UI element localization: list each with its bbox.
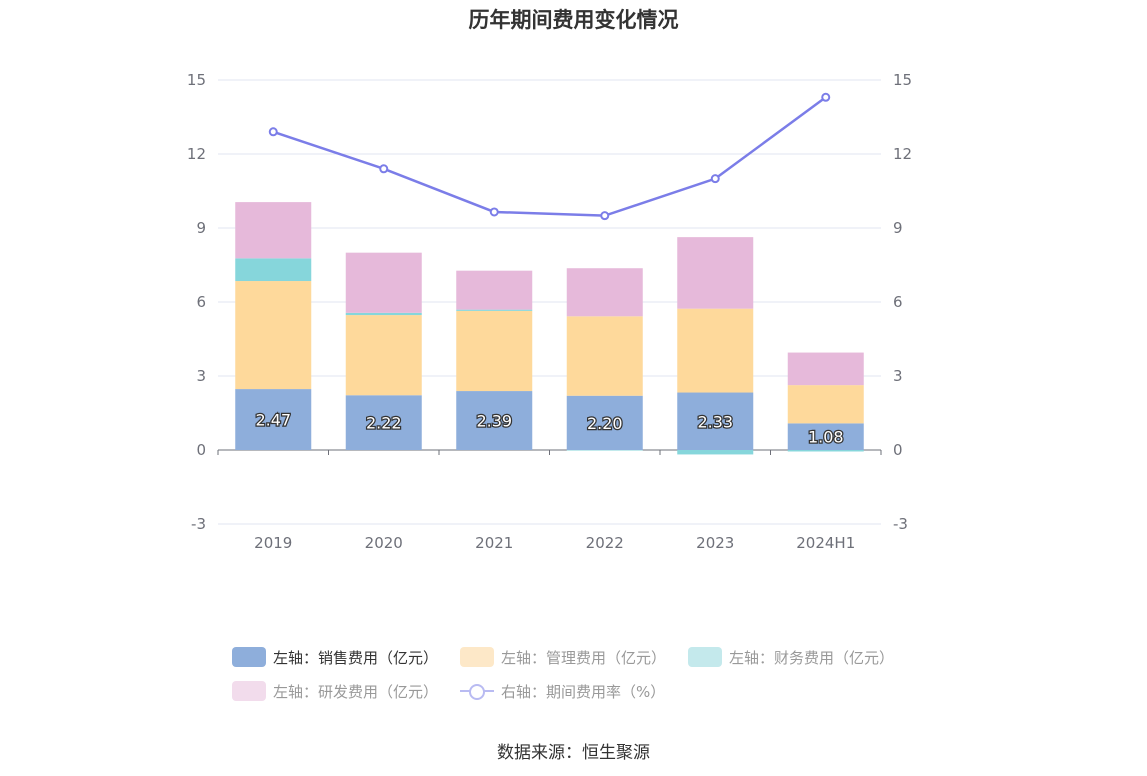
legend-item-admin[interactable]: 左轴：管理费用（亿元） — [460, 647, 666, 668]
data-label: 2.39 — [476, 412, 512, 431]
legend-label-finance: 左轴：财务费用（亿元） — [729, 648, 895, 667]
y-left-tick-label: 3 — [196, 367, 206, 385]
data-label: 2.22 — [366, 414, 402, 433]
legend-swatch-admin — [460, 647, 495, 667]
bar-segment-0 — [456, 391, 533, 450]
legend-label-rnd: 左轴：研发费用（亿元） — [273, 682, 439, 701]
bar-segment-0 — [345, 395, 422, 450]
y-left-tick-label: 9 — [196, 219, 206, 237]
bar-segment-1 — [235, 281, 312, 390]
line-point — [821, 92, 831, 102]
legend-item-sales[interactable]: 左轴：销售费用（亿元） — [232, 647, 438, 668]
line-point — [489, 207, 499, 217]
y-left-tick-label: -3 — [191, 515, 206, 533]
chart-title: 历年期间费用变化情况 — [468, 8, 679, 32]
x-tick-label: 2021 — [475, 534, 513, 552]
bar-segment-3 — [345, 252, 422, 313]
bar-segment-3 — [566, 268, 643, 317]
y-right-tick-label: 3 — [893, 367, 903, 385]
data-source: 数据来源：恒生聚源 — [497, 743, 650, 763]
x-tick-label: 2020 — [365, 534, 403, 552]
bar-segment-2 — [345, 312, 422, 316]
bar-segment-3 — [456, 270, 533, 310]
bar-segment-0 — [677, 392, 754, 450]
legend-row-1: 左轴：销售费用（亿元） 左轴：管理费用（亿元） 左轴：财务费用（亿元） — [232, 640, 932, 674]
y-right-tick-label: -3 — [893, 515, 908, 533]
legend-swatch-finance — [688, 647, 723, 667]
combo-chart: -3 0 3 6 9 12 15 -3 0 3 6 9 12 15 2019 2.47 2020 2.22 2021… — [187, 71, 912, 552]
line-point — [710, 174, 720, 184]
bar-segment-3 — [235, 202, 312, 259]
data-label: 1.08 — [808, 428, 844, 447]
bar-segment-3 — [787, 352, 864, 386]
bar-segment-0 — [235, 389, 312, 450]
line-point — [379, 164, 389, 174]
bar-segment-2 — [677, 450, 754, 455]
legend: 左轴：销售费用（亿元） 左轴：管理费用（亿元） 左轴：财务费用（亿元） 左轴：研… — [232, 640, 932, 708]
y-right-tick-label: 9 — [893, 219, 903, 237]
legend-item-finance[interactable]: 左轴：财务费用（亿元） — [688, 647, 894, 668]
data-label: 2.20 — [587, 414, 623, 433]
legend-item-expense-rate[interactable]: 右轴：期间费用率（%） — [460, 681, 665, 702]
y-right-tick-label: 0 — [893, 441, 903, 459]
bar-segment-0 — [566, 395, 643, 450]
legend-item-rnd[interactable]: 左轴：研发费用（亿元） — [232, 681, 438, 702]
y-right-tick-label: 12 — [893, 145, 912, 163]
x-tick-label: 2022 — [586, 534, 624, 552]
expense-rate-line — [272, 96, 827, 217]
bar-segment-0 — [787, 423, 864, 450]
legend-label-sales: 左轴：销售费用（亿元） — [273, 648, 439, 667]
bar-segment-1 — [456, 310, 533, 392]
legend-row-2: 左轴：研发费用（亿元） 右轴：期间费用率（%） — [232, 674, 932, 708]
y-left-tick-label: 12 — [187, 145, 206, 163]
legend-label-admin: 左轴：管理费用（亿元） — [501, 648, 667, 667]
x-tick-label: 2024H1 — [796, 534, 855, 552]
data-label: 2.47 — [255, 411, 291, 430]
legend-swatch-rnd — [232, 681, 266, 701]
y-left-tick-label: 0 — [196, 441, 206, 459]
bar-segment-2 — [456, 309, 533, 311]
x-tick-label: 2019 — [254, 534, 292, 552]
bar-segment-2 — [235, 258, 312, 282]
bar-segment-1 — [345, 315, 422, 396]
legend-label-expense-rate: 右轴：期间费用率（%） — [501, 682, 666, 701]
bar-segment-1 — [677, 308, 754, 393]
y-left-tick-label: 15 — [187, 71, 206, 89]
legend-swatch-sales — [232, 647, 266, 667]
bar-segment-2 — [787, 450, 864, 452]
y-right-tick-label: 15 — [893, 71, 912, 89]
bar-segment-1 — [566, 316, 643, 396]
bar-segment-1 — [787, 385, 864, 424]
line-point — [268, 127, 278, 137]
bar-segment-3 — [677, 237, 754, 309]
x-tick-label: 2023 — [696, 534, 734, 552]
data-label: 2.33 — [697, 412, 733, 431]
y-left-tick-label: 6 — [196, 293, 206, 311]
line-point — [600, 211, 610, 221]
legend-line-icon — [460, 681, 495, 701]
y-right-tick-label: 6 — [893, 293, 903, 311]
